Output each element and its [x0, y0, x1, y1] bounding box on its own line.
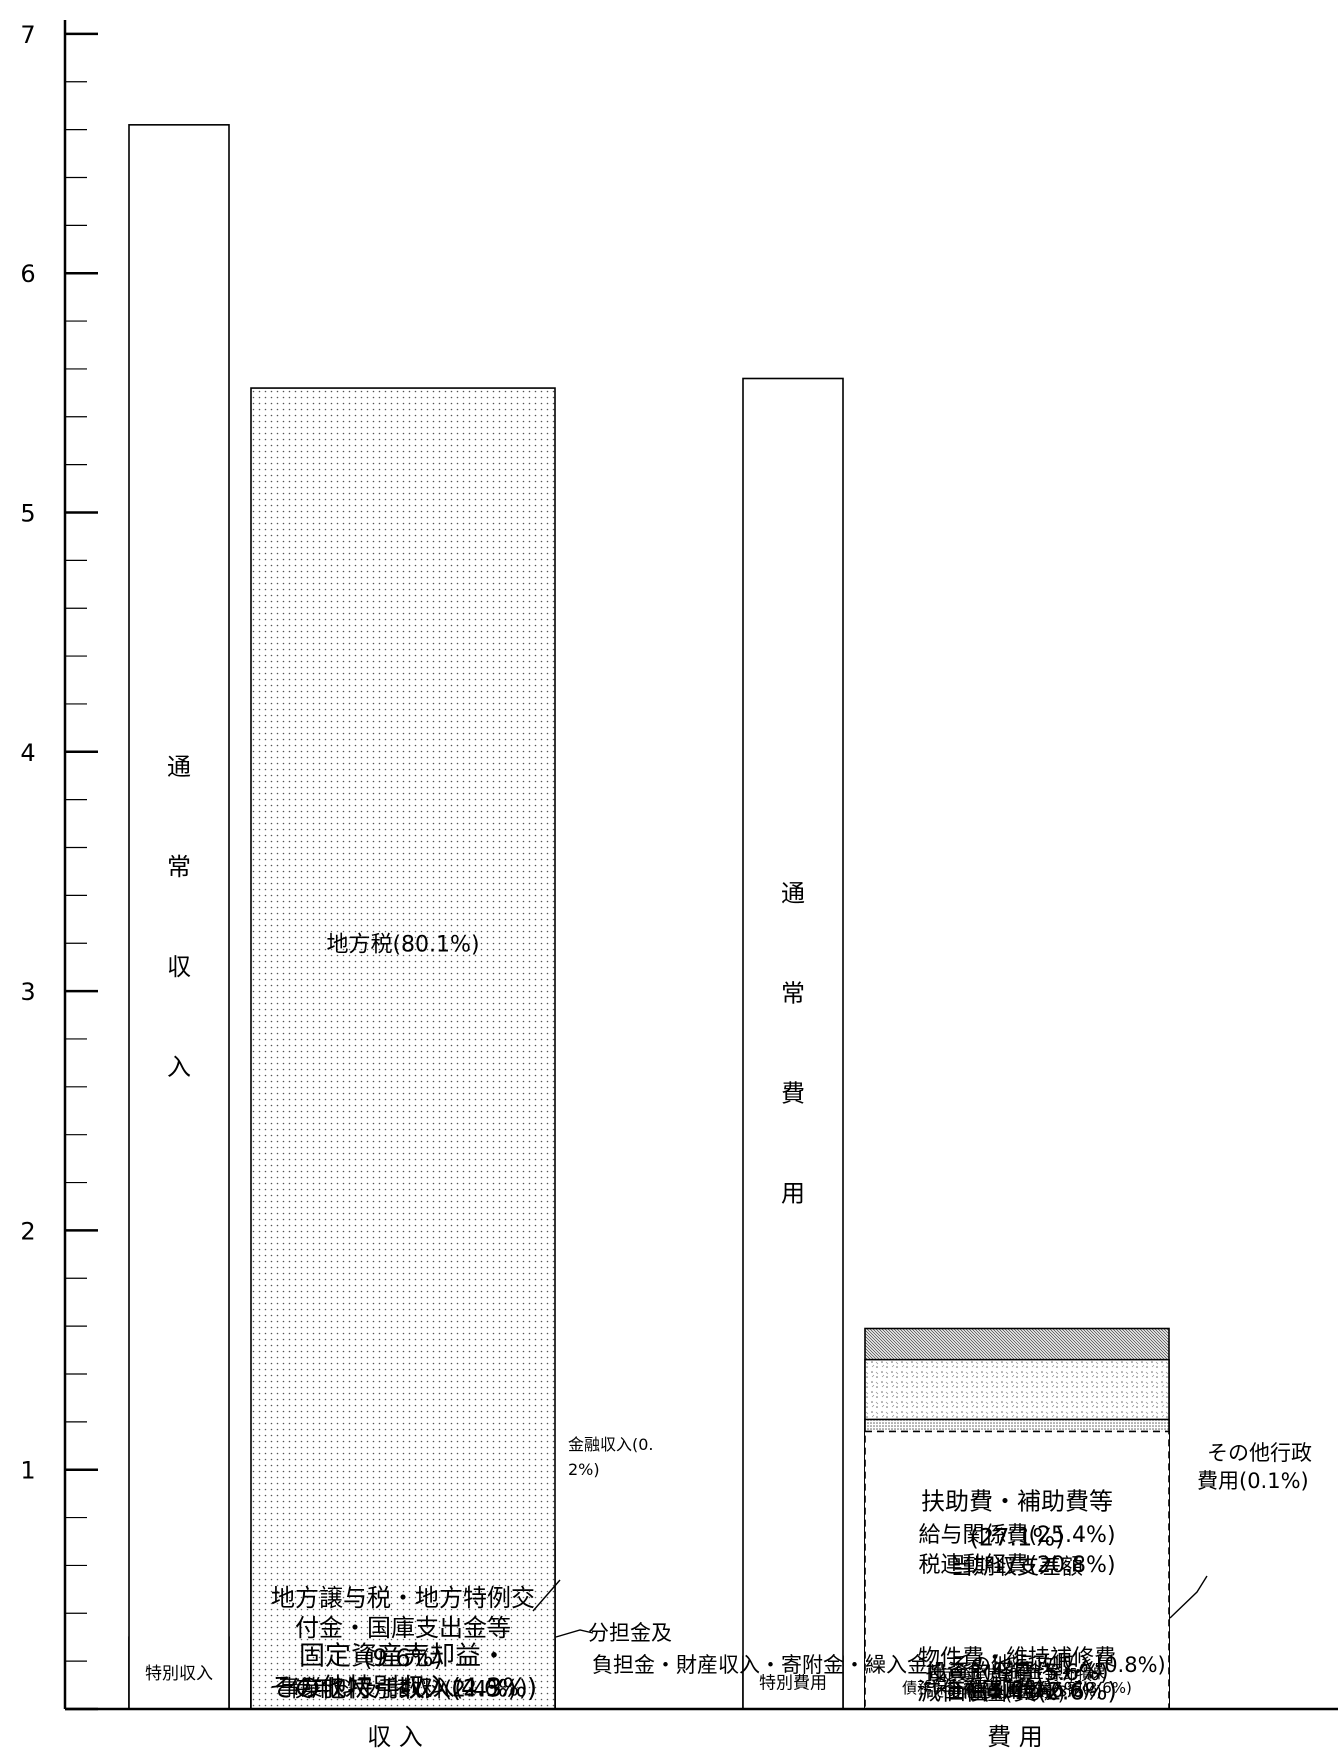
- segment-label-固定資産売却益その他特別収入43: 固定資産売却益・その他特別収入(4.3%): [269, 1641, 537, 1703]
- callout-leader-金融収入02: [532, 1579, 561, 1612]
- segment-label-給与関係費254: 給与関係費(25.4%): [918, 1523, 1115, 1548]
- segment-通常費用: [742, 377, 844, 1710]
- segment-label-事業収入諸収入26: 事業収入・諸収入(2.6%): [278, 1676, 527, 1701]
- segment-label-金融費用26: 金融費用(2.6%): [944, 1678, 1090, 1702]
- segment-label-物件費維持補修費50: 物件費・維持補修費(5.0%): [918, 1646, 1116, 1703]
- y-tick-label: 7: [20, 21, 35, 49]
- callout-leader-分担金及負担金財産収入寄附金繰入金その他行政収入08: [555, 1629, 594, 1638]
- segment-label-税連動経費208: 税連動経費(20.8%): [918, 1553, 1115, 1578]
- segment-label-固定資産売却損除却損その他特別費用等32: 固定資産売却損・除却損・その他特別費用等(3.2%): [927, 1666, 1107, 1701]
- segment-label-扶助費補助費等271: 扶助費・補助費等(27.1%): [921, 1487, 1113, 1551]
- y-tick-label: 4: [20, 739, 35, 767]
- callout-leader-その他行政費用01: [1169, 1575, 1208, 1619]
- y-tick-label: 3: [20, 978, 35, 1006]
- y-tick-label: 6: [20, 260, 35, 288]
- column-label-特別収入: 特別収入: [145, 1664, 213, 1684]
- y-tick-label: 5: [20, 500, 35, 528]
- segment-label-当期収支差額: 当期収支差額: [951, 1555, 1083, 1580]
- y-tick-label: 1: [20, 1457, 35, 1485]
- column-label-特別費用: 特別費用: [759, 1674, 827, 1694]
- group-label-1: 費 用: [987, 1723, 1043, 1751]
- segment-label-使用料及手数料24: 使用料及手数料(2.4%): [289, 1678, 516, 1703]
- segment-地方税801: [250, 387, 556, 1710]
- callout-label-金融収入02: 金融収入(0. 2%): [568, 1435, 654, 1479]
- segment-通常収入: [128, 124, 230, 1710]
- column-label-通常費用: 通常費用: [781, 880, 805, 1208]
- segment-label-投資的経費56: 投資的経費(5.6%): [925, 1661, 1108, 1686]
- segment-label-地方税801: 地方税(80.1%): [326, 932, 479, 957]
- segment-label-債務保証費引当金繰入額36: 債務保証費・引当金繰入額(3.6%): [902, 1679, 1132, 1697]
- y-tick-label: 2: [20, 1217, 35, 1245]
- callout-label-分担金及負担金財産収入寄附金繰入金その他行政収入08: 分担金及負担金・財産収入・寄附金・繰入金・その他行政収入(0.8%): [588, 1621, 1166, 1677]
- callout-label-その他行政費用01: その他行政費用(0.1%): [1197, 1441, 1312, 1493]
- segment-当期収支差額: [864, 1430, 1170, 1710]
- segment-label-出資金出捐金等繰出金40: 出資金(出捐金等)・繰出金(4.0%): [929, 1662, 1105, 1705]
- group-label-0: 収 入: [367, 1723, 423, 1751]
- segment-label-減価償却費26: 減価償却費(2.6%): [917, 1678, 1117, 1706]
- column-label-通常収入: 通常収入: [167, 753, 191, 1081]
- segment-label-地方譲与税地方特例交付金国庫支出金等96: 地方譲与税・地方特例交付金・国庫支出金等(9.6%): [271, 1584, 535, 1672]
